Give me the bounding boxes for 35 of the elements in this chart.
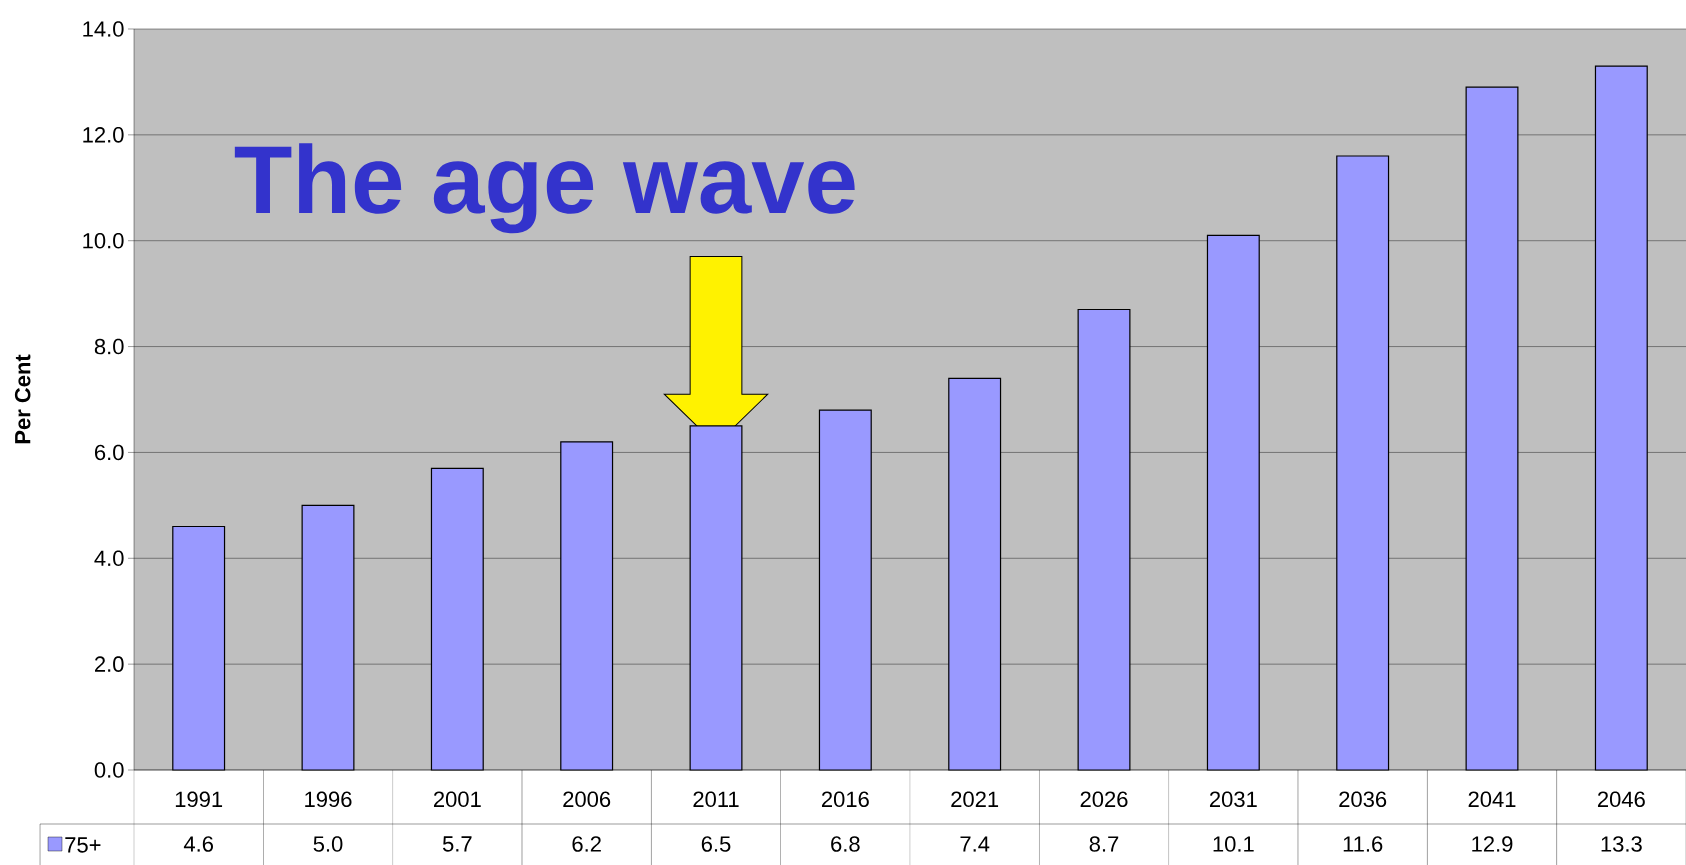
y-tick-label: 12.0 (83, 127, 124, 143)
x-tick-label: 1991 (175, 791, 223, 808)
x-tick-label: 2031 (1209, 791, 1257, 808)
data-label: 11.6 (1343, 836, 1383, 852)
x-tick-label: 2021 (951, 791, 999, 808)
y-tick-label: 14.0 (83, 21, 124, 37)
y-tick-label: 0.0 (94, 762, 124, 778)
data-label: 12.9 (1472, 836, 1513, 852)
y-tick-label: 4.0 (94, 550, 124, 567)
y-tick-label: 10.0 (83, 232, 124, 249)
x-tick-label: 2011 (693, 791, 739, 808)
data-label: 6.5 (701, 836, 731, 852)
data-label: 5.7 (442, 836, 472, 852)
x-tick-label: 2046 (1597, 791, 1645, 808)
data-label: 13.3 (1601, 836, 1642, 852)
x-tick-label: 2041 (1468, 791, 1516, 808)
legend-label: 75+ (65, 837, 101, 853)
data-label: 4.6 (183, 836, 213, 852)
data-label: 6.2 (572, 836, 601, 852)
x-tick-label: 1996 (305, 791, 352, 808)
x-tick-label: 2036 (1339, 791, 1387, 808)
data-label: 7.4 (960, 836, 990, 852)
data-label: 10.1 (1213, 836, 1254, 852)
y-tick-label: 6.0 (95, 444, 124, 461)
data-label: 8.7 (1089, 836, 1119, 852)
y-axis-title: Per Cent (14, 354, 31, 444)
y-tick-label: 8.0 (94, 338, 124, 355)
y-tick-label: 2.0 (95, 656, 124, 672)
x-tick-label: 2006 (563, 791, 611, 808)
data-label: 5.0 (313, 836, 343, 852)
text: The age wave (234, 143, 855, 234)
x-tick-label: 2016 (821, 791, 869, 808)
data-label: 6.8 (831, 836, 860, 852)
x-tick-label: 2026 (1080, 791, 1128, 808)
x-tick-label: 2001 (433, 791, 481, 808)
